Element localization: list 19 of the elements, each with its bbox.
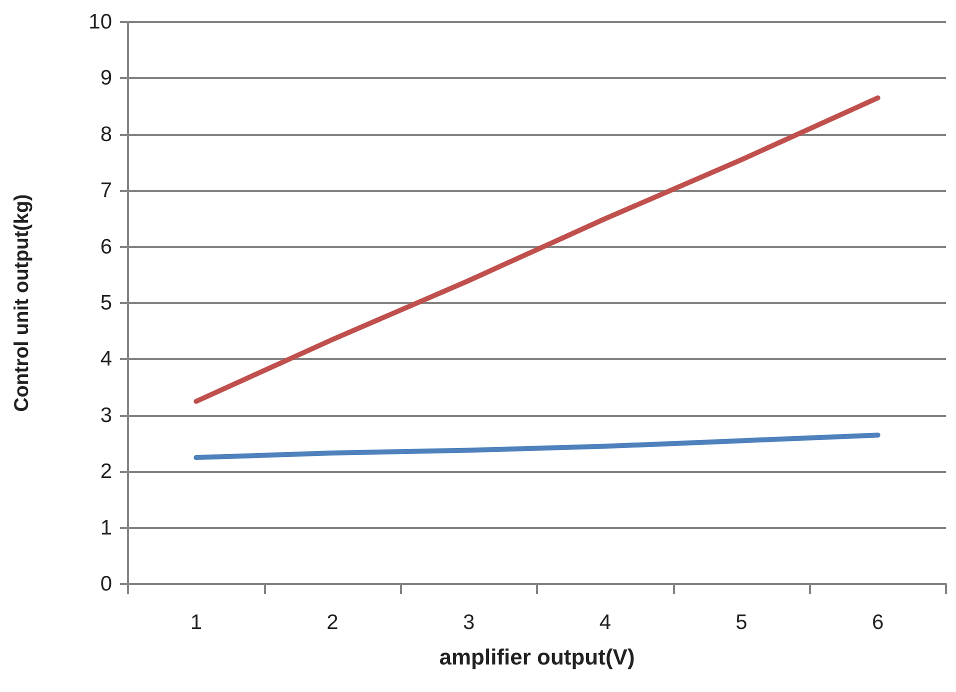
y-tick-label: 9: [100, 66, 112, 90]
x-tick-label: 2: [326, 611, 338, 634]
y-tick-label: 1: [100, 516, 112, 540]
y-tick-label: 10: [88, 10, 112, 34]
y-tick-label: 0: [100, 572, 112, 596]
y-tick-label: 2: [100, 460, 112, 484]
y-tick-label: 5: [100, 292, 112, 314]
y-axis-title: Control unit output(kg): [11, 194, 33, 412]
y-tick-label: 7: [100, 179, 112, 202]
x-axis-title: amplifier output(V): [439, 644, 635, 670]
x-tick-label: 3: [462, 611, 475, 634]
y-tick-label: 3: [100, 404, 112, 427]
x-tick-label: 1: [190, 611, 202, 634]
x-tick-label: 6: [872, 611, 884, 634]
y-tick-label: 4: [100, 348, 112, 371]
y-tick-label: 6: [100, 235, 112, 258]
y-tick-label: 8: [100, 122, 112, 146]
x-tick-label: 5: [736, 611, 748, 634]
x-tick-label: 4: [599, 611, 612, 634]
